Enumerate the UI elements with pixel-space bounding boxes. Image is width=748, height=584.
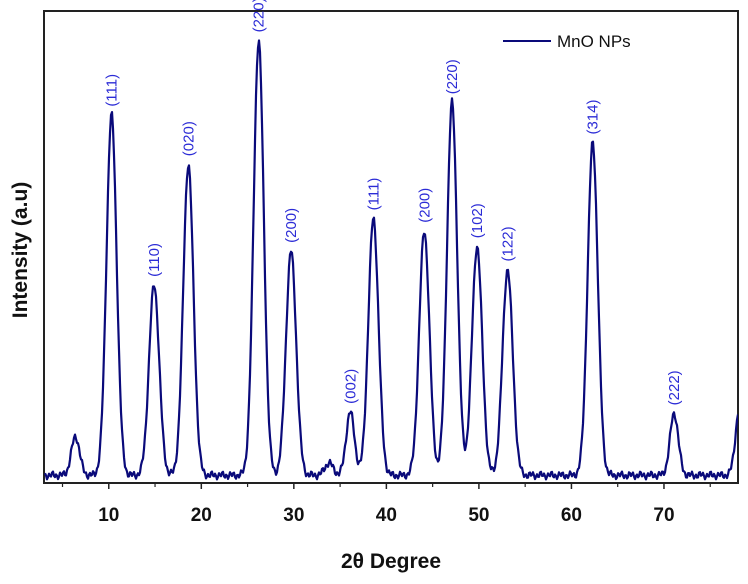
- peak-labels: (111) (110) (020) (220) (200) (002) (111) (200)…: [104, 0, 684, 405]
- x-tick-label: 20: [191, 505, 212, 526]
- legend-label-mno-nps: MnO NPs: [557, 32, 631, 51]
- peak-label: (110): [146, 243, 163, 277]
- x-axis-tick-labels: 10 20 30 40 50 60 70: [98, 505, 674, 526]
- peak-point: [739, 405, 741, 407]
- peak-label: (220): [444, 59, 461, 94]
- peak-label: (020): [180, 121, 197, 156]
- x-tick-label: 60: [561, 505, 582, 526]
- peak-label: (111): [104, 74, 121, 107]
- peak-label: (102): [469, 203, 486, 238]
- x-tick-label: 50: [468, 505, 489, 526]
- peak-label: (111): [365, 178, 382, 211]
- peak-label: (222): [666, 370, 683, 405]
- series-line-mno-nps: [44, 39, 738, 481]
- x-tick-label: 70: [653, 505, 674, 526]
- x-axis-title: 2θ Degree: [341, 550, 441, 573]
- plot-frame: [43, 10, 739, 484]
- peak-label: (314): [585, 100, 602, 135]
- x-tick-label: 40: [376, 505, 397, 526]
- series-layer: [44, 39, 741, 481]
- peak-label: (220): [251, 0, 268, 32]
- y-axis-title: Intensity (a.u): [9, 182, 32, 319]
- peak-point: [423, 230, 425, 232]
- peak-label: (002): [342, 369, 359, 404]
- peak-label: (200): [416, 188, 433, 223]
- x-tick-label: 10: [98, 505, 119, 526]
- x-tick-label: 30: [283, 505, 304, 526]
- peak-label: (122): [500, 226, 517, 261]
- plot-border: [43, 10, 739, 484]
- peak-label: (200): [283, 208, 300, 243]
- legend: MnO NPs: [503, 32, 631, 51]
- x-axis-ticks: [61, 483, 711, 489]
